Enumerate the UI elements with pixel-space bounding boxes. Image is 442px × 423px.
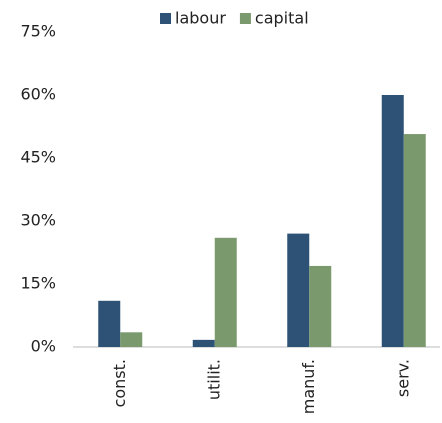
x-tick-label: manuf. xyxy=(299,359,318,414)
bar xyxy=(287,233,310,347)
bar xyxy=(381,95,404,347)
y-tick-label: 15% xyxy=(20,274,56,293)
y-tick-label: 75% xyxy=(20,22,56,41)
bar xyxy=(98,300,121,347)
y-tick-label: 45% xyxy=(20,148,56,167)
y-tick-label: 60% xyxy=(20,85,56,104)
x-tick-label: utilit. xyxy=(204,359,223,400)
legend-label: labour xyxy=(175,9,226,28)
bar xyxy=(192,339,215,347)
legend-swatch xyxy=(160,13,171,24)
x-tick-label: const. xyxy=(110,359,129,407)
legend-swatch xyxy=(239,13,251,24)
y-tick-label: 0% xyxy=(31,337,56,356)
bar xyxy=(214,237,237,347)
legend-label: capital xyxy=(255,9,309,28)
bar xyxy=(309,265,332,347)
bar xyxy=(120,332,143,347)
x-tick-label: serv. xyxy=(393,359,412,397)
bar xyxy=(403,134,426,347)
y-tick-label: 30% xyxy=(20,211,56,230)
